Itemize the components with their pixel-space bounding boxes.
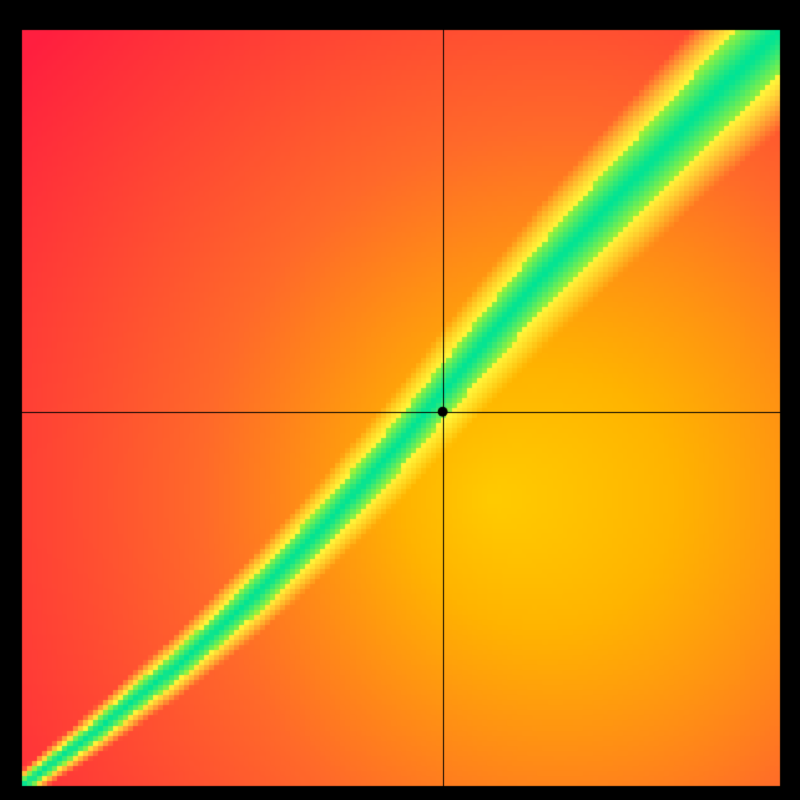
chart-root: TheBottleneck.com [0,0,800,800]
bottleneck-heatmap [0,0,800,800]
